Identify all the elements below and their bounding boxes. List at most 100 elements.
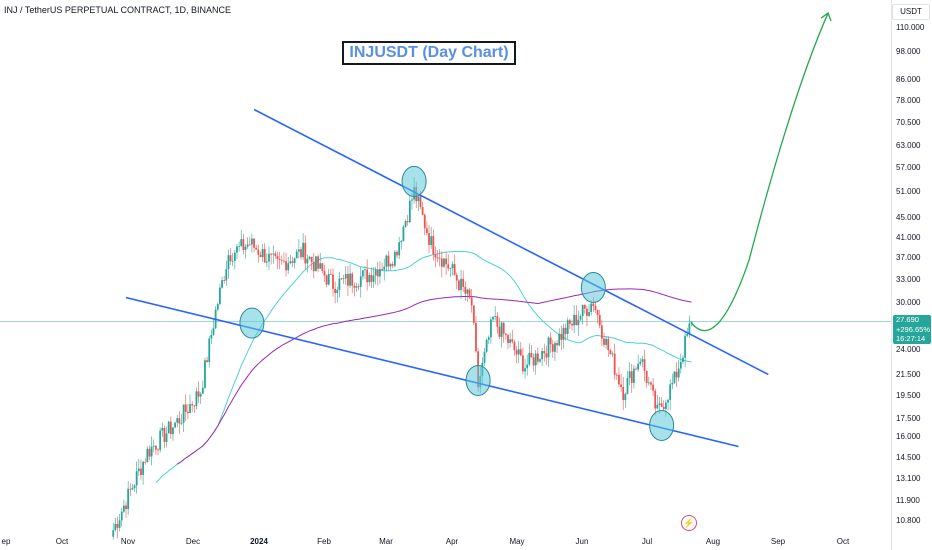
candle-body (530, 353, 533, 358)
candle-body (122, 505, 125, 512)
candle-body (558, 333, 561, 346)
candle-body (319, 263, 322, 269)
candle-body (240, 239, 243, 246)
candle-body (400, 240, 403, 243)
candle-body (114, 523, 117, 531)
candle-body (338, 278, 341, 290)
price-axis-tick: 16.000 (896, 432, 921, 441)
currency-label[interactable]: USDT (892, 4, 930, 20)
candle-body (349, 273, 351, 286)
candle-body (216, 304, 219, 310)
candle-body (344, 273, 347, 279)
touch-point-circle (580, 272, 606, 304)
candle-body (667, 399, 669, 403)
candle-body (323, 270, 326, 276)
price-axis-tick: 21.500 (896, 370, 921, 379)
candle-body (174, 422, 176, 428)
candle-body (157, 449, 159, 451)
candle-body (131, 487, 134, 490)
candle-body (125, 505, 127, 510)
wedge-upper-line (253, 108, 769, 376)
candle-body (522, 355, 524, 372)
projection-arrow-head (820, 12, 832, 22)
candle-body (278, 258, 281, 260)
candle-body (615, 374, 618, 376)
candle-body (255, 247, 258, 250)
candle-body (547, 337, 550, 358)
candle-body (133, 485, 136, 488)
candle-body (430, 236, 433, 246)
candle-body (210, 334, 213, 339)
candle-body (662, 406, 665, 410)
price-axis-tick: 110.000 (896, 23, 925, 32)
candle-body (393, 251, 396, 266)
candle-body (257, 249, 260, 255)
candle-body (673, 371, 676, 383)
candle-body (507, 334, 509, 344)
candle-body (140, 468, 142, 475)
candle-body (154, 445, 157, 450)
candle-body (315, 256, 317, 272)
candle-body (496, 316, 499, 327)
candle-body (172, 427, 174, 435)
candle-body (654, 390, 657, 409)
candle-body (225, 269, 228, 281)
candle-body (161, 427, 164, 431)
candle-body (398, 242, 401, 256)
candle-body (534, 353, 537, 366)
candle-body (408, 200, 411, 223)
candle-body (594, 305, 597, 310)
candle-body (163, 427, 166, 442)
candle-body (276, 255, 279, 259)
candle-body (560, 333, 563, 340)
candle-body (146, 448, 149, 463)
candle-body (517, 349, 520, 355)
candle-body (253, 238, 255, 248)
candle-body (227, 255, 230, 270)
candle-body (327, 274, 330, 285)
candle-body (425, 228, 428, 234)
candle-body (618, 374, 620, 385)
candle-body (462, 278, 465, 287)
candle-body (272, 253, 275, 255)
candle-body (342, 278, 345, 280)
lightning-icon[interactable]: ⚡ (681, 515, 697, 531)
candle-body (238, 245, 241, 247)
candle-body (443, 258, 445, 267)
candle-body (577, 319, 580, 326)
candle-body (455, 274, 458, 281)
last-price-value: 27.690 (896, 315, 919, 324)
candle-body (169, 421, 172, 435)
price-axis-tick: 14.500 (896, 453, 921, 462)
price-axis-tick: 10.800 (896, 516, 921, 525)
candle-body (148, 448, 151, 457)
candle-body (325, 275, 328, 285)
candle-body (144, 461, 147, 463)
candle-body (221, 280, 223, 288)
candle-body (212, 328, 215, 335)
candle-body (500, 322, 503, 337)
candle-body (487, 337, 490, 340)
candle-body (622, 387, 625, 401)
price-chart[interactable] (0, 0, 891, 550)
candle-body (423, 214, 426, 229)
candle-body (236, 246, 238, 253)
candle-body (159, 430, 162, 450)
candle-body (332, 274, 334, 289)
candle-body (626, 377, 629, 394)
candle-body (270, 253, 273, 255)
price-axis[interactable] (891, 0, 932, 550)
candle-body (417, 196, 420, 202)
candle-body (351, 273, 354, 286)
candle-body (261, 249, 264, 258)
ma-fast-line (155, 250, 692, 483)
candle-body (511, 339, 514, 342)
candle-body (504, 333, 507, 335)
candle-body (293, 258, 296, 263)
candle-body (287, 263, 290, 271)
candle-body (509, 339, 512, 344)
candle-body (445, 258, 447, 265)
candle-body (137, 468, 140, 472)
candle-body (519, 349, 522, 356)
candle-body (632, 368, 635, 383)
